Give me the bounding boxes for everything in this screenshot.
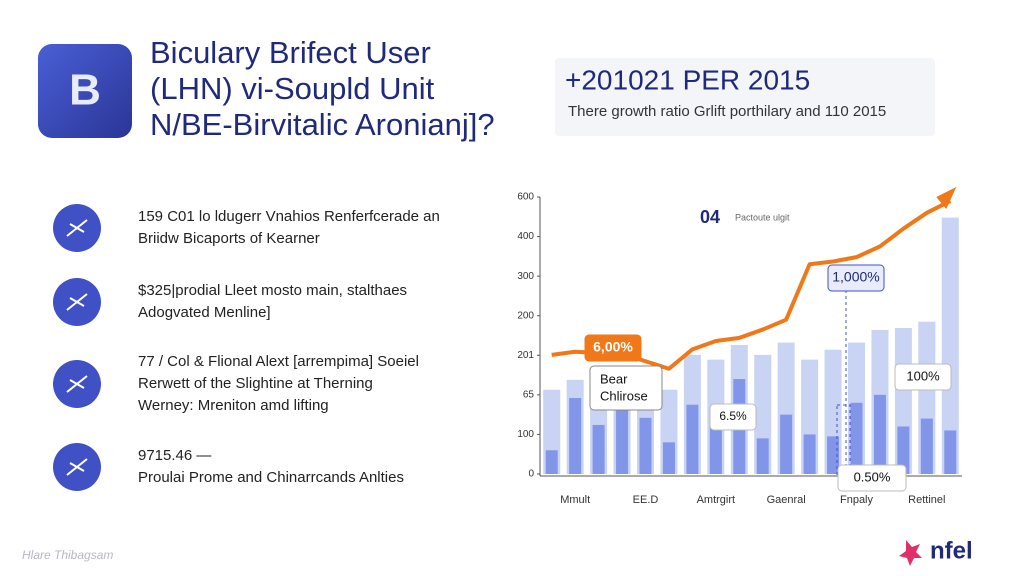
header-title-line: Biculary Brifect User (150, 35, 431, 70)
item-glyph (66, 458, 88, 476)
item-text: Adogvated Menline] (138, 304, 271, 321)
item-text: $325|prodial Lleet mosto main, stalthaes (138, 282, 407, 299)
app-icon (38, 44, 132, 138)
bar (920, 418, 933, 474)
annotation-box (589, 365, 663, 411)
y-tick-label: 201 (517, 350, 534, 361)
annotation: 0.50% (854, 469, 891, 484)
guide-box (836, 404, 851, 476)
x-tick-label: Rettinel (908, 494, 945, 506)
bar (780, 414, 793, 474)
x-tick-label: Fnpaly (840, 494, 874, 506)
y-tick-label: 600 (517, 192, 534, 203)
y-tick-label: 400 (517, 231, 534, 242)
item-glyph (66, 375, 88, 393)
bar (944, 430, 957, 474)
y-tick-label: 0 (528, 469, 534, 480)
bar (850, 402, 863, 474)
item-glyph (66, 219, 88, 237)
bar (639, 417, 652, 474)
panel-title: +201021 PER 2015 (565, 64, 810, 95)
x-tick-label: Amtrgirt (697, 494, 736, 506)
bar (803, 434, 816, 474)
y-tick-label: 300 (517, 271, 534, 282)
summary-panel (555, 58, 935, 136)
bar (709, 426, 722, 474)
bar (827, 436, 840, 474)
annotation: 04 (700, 207, 720, 227)
y-tick-label: 65 (523, 389, 535, 400)
annotation: 6,00% (593, 339, 633, 355)
bar (756, 438, 769, 474)
bar (686, 404, 699, 474)
header-title-line: N/BE-Birvitalic Aronianj]? (150, 107, 495, 142)
item-glyph (66, 293, 88, 311)
x-tick-label: Gaenral (767, 494, 806, 506)
bar (873, 394, 886, 474)
item-text: 9715.46 — (138, 447, 211, 464)
annotation-box (584, 334, 642, 362)
bar (941, 217, 959, 474)
item-text: Briidw Bicaports of Kearner (138, 230, 320, 247)
logo-text: nfel (930, 537, 973, 564)
annotation: Chlirose (600, 388, 648, 403)
bar (897, 426, 910, 474)
annotation-box (837, 464, 907, 492)
item-text: Rerwett of the Slightine at Therning (138, 375, 373, 392)
logo-mark (899, 540, 922, 566)
annotation-box (894, 363, 952, 391)
y-tick-label: 200 (517, 310, 534, 321)
x-tick-label: Mmult (560, 494, 590, 506)
annotation: 1,000% (832, 269, 879, 285)
bar (616, 400, 629, 474)
annotation-box (827, 264, 885, 292)
bar (545, 450, 558, 474)
item-text: Werney: Mreniton amd lifting (138, 397, 329, 414)
header-title-line: (LHN) vi-Soupld Unit (150, 71, 435, 106)
panel-subtitle: There growth ratio Grlift porthilary and… (568, 103, 886, 120)
app-icon-letter: B (69, 66, 101, 115)
bar (662, 442, 675, 474)
trend-arrow (936, 186, 957, 209)
annotation-box (709, 403, 757, 431)
item-text: 77 / Col & Flional Alext [arrempima] Soe… (138, 353, 419, 370)
bar (592, 424, 605, 474)
y-tick-label: 100 (517, 429, 534, 440)
item-text: 159 C01 lo ldugerr Vnahios Renferfcerade… (138, 208, 440, 225)
item-text: Proulai Prome and Chinarrcands Anlties (138, 469, 404, 486)
bar (569, 398, 582, 474)
x-tick-label: EE.D (633, 494, 659, 506)
annotation: Bear (600, 371, 628, 386)
annotation: 6.5% (719, 409, 747, 423)
footer-caption: Hlare Thibagsam (22, 548, 113, 562)
annotation: Pactoute ulgit (735, 212, 790, 222)
annotation: 100% (906, 368, 940, 383)
